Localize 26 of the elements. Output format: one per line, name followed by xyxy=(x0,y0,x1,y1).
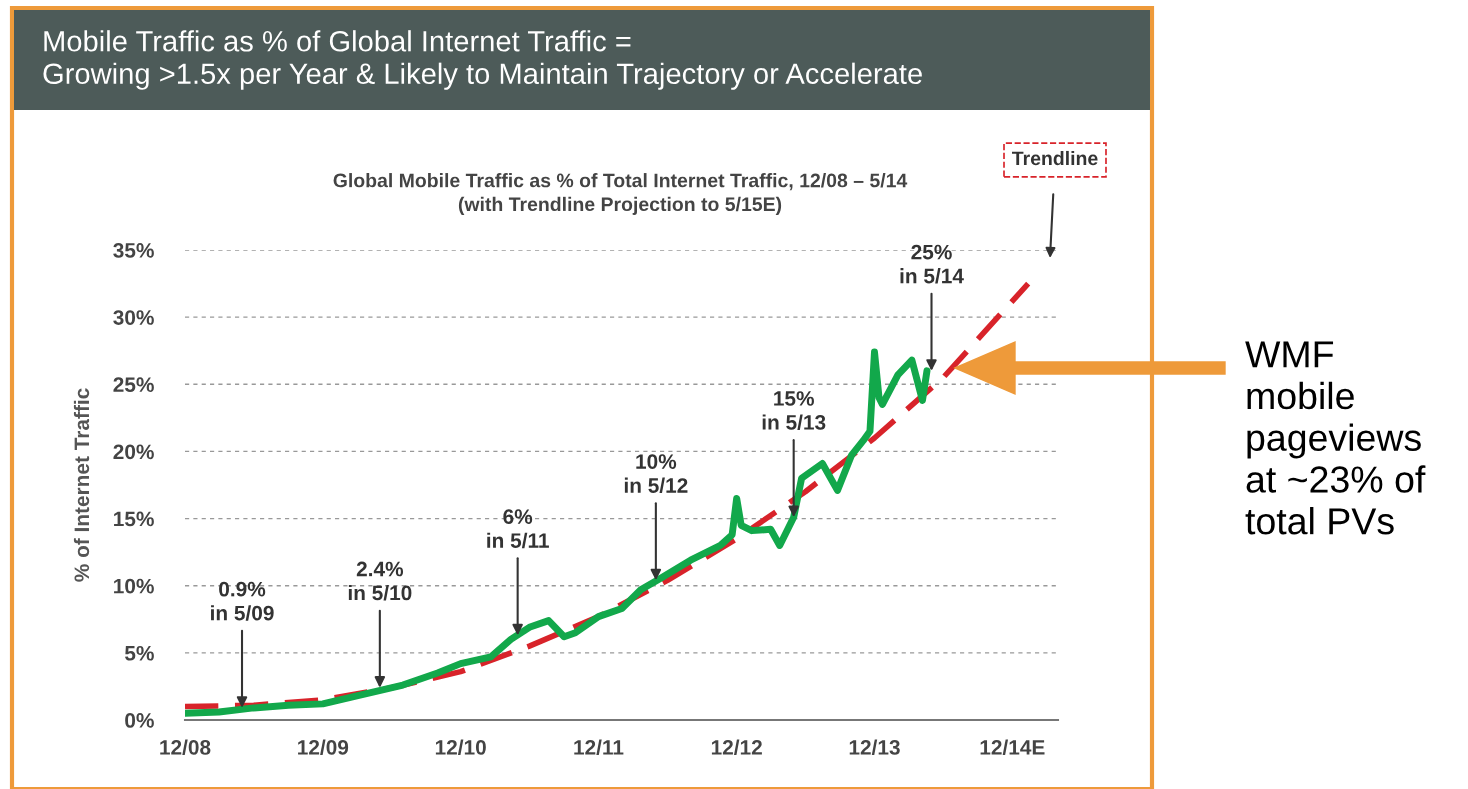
y-tick-label: 0% xyxy=(125,713,154,728)
annotation: 15% in 5/13 xyxy=(762,391,826,430)
y-tick-label: 15% xyxy=(114,511,154,527)
annotation: 0.9% in 5/09 xyxy=(211,581,274,621)
y-tick-label: 35% xyxy=(113,243,154,258)
x-tick-label: 12/08 xyxy=(160,739,211,755)
annotation: 10% in 5/12 xyxy=(624,454,688,494)
y-tick-label: 25% xyxy=(113,377,154,393)
chart-subtitle: Global Mobile Traffic as % of Total Internet Traffic, 12/08 – 5/14 (with Trendline Projection to 5/15E) xyxy=(333,173,908,215)
y-axis-title: % of Internet Traffic xyxy=(73,388,90,582)
y-tick-label: 30% xyxy=(113,310,154,325)
annotation: 2.4% in 5/10 xyxy=(348,561,412,601)
y-tick-label: 20% xyxy=(113,444,154,460)
annotation: 25% in 5/14 xyxy=(900,244,964,284)
text: Trendline xyxy=(1012,150,1098,166)
x-tick-label: 12/12 xyxy=(711,739,762,755)
x-tick-label: 12/09 xyxy=(298,739,349,755)
chart-title: Mobile Traffic as % of Global Internet Traffic = Growing >1.5x per Year & Likely to Maintain Trajectory or Accelerate xyxy=(43,30,922,90)
text: WMF mobile pageviews at ~23% of total PVs xyxy=(1245,341,1426,535)
y-tick-label: 10% xyxy=(114,578,154,594)
x-tick-label: 12/11 xyxy=(574,739,624,755)
x-tick-label: 12/10 xyxy=(435,739,486,755)
x-tick-label: 12/14E xyxy=(980,739,1045,755)
y-tick-label: 5% xyxy=(124,645,154,661)
x-tick-label: 12/13 xyxy=(849,739,900,755)
annotation: 6% in 5/11 xyxy=(487,509,549,549)
